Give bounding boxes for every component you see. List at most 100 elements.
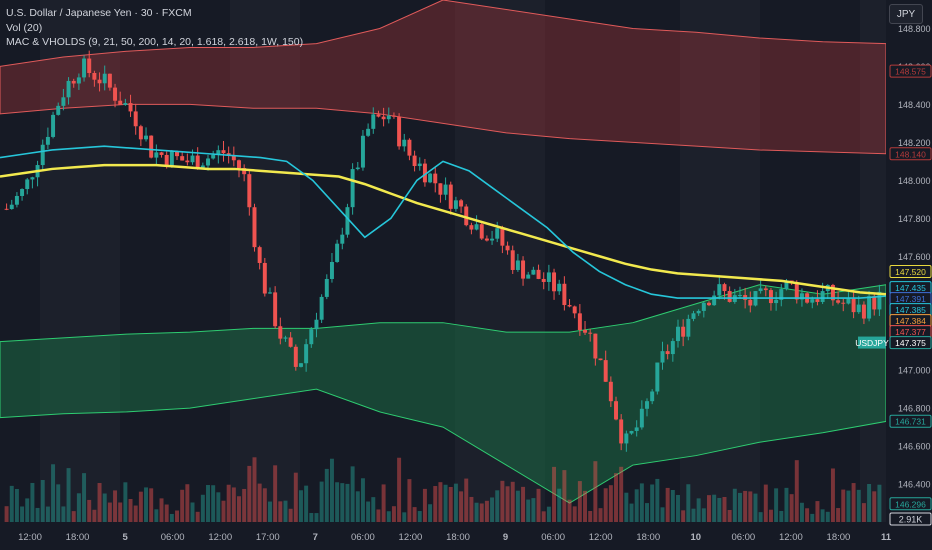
volume-bar-58 (304, 485, 309, 522)
price-tag-text-4: 147.391 (895, 294, 926, 304)
candle-body-161 (836, 300, 841, 303)
time-tick-9: 18:00 (446, 532, 470, 543)
candle-body-127 (660, 351, 665, 363)
candle-body-140 (727, 291, 732, 302)
candle-body-123 (639, 408, 644, 428)
candle-body-151 (784, 280, 789, 290)
volume-bar-14 (76, 493, 81, 522)
volume-bar-26 (138, 491, 143, 522)
volume-bar-106 (552, 466, 557, 522)
candle-body-37 (195, 155, 200, 170)
price-tag-4: 147.391 (889, 292, 932, 306)
volume-bar-77 (402, 512, 407, 522)
volume-bar-142 (737, 492, 742, 522)
candle-body-164 (851, 298, 856, 313)
volume-bar-163 (846, 490, 851, 522)
price-tick-9: 147.000 (898, 366, 931, 376)
volume-bar-2 (14, 488, 19, 522)
candle-body-38 (200, 165, 205, 170)
mac-indicator-label[interactable]: MAC & VHOLDS (9, 21, 50, 200, 14, 20, 1.… (6, 36, 304, 48)
volume-bar-61 (319, 481, 324, 522)
volume-bar-107 (557, 488, 562, 522)
volume-bar-118 (614, 473, 618, 522)
candle-body-18 (97, 79, 102, 84)
currency-button[interactable]: JPY (889, 4, 923, 24)
candle-body-118 (614, 401, 618, 420)
candle-body-11 (61, 97, 66, 106)
candle-body-156 (810, 299, 815, 303)
volume-bar-96 (500, 480, 505, 522)
volume-bar-79 (412, 507, 417, 522)
candle-body-88 (459, 200, 464, 207)
candle-body-160 (830, 284, 835, 301)
volume-bar-105 (546, 506, 551, 522)
volume-bar-57 (298, 490, 303, 522)
volume-bar-108 (562, 470, 567, 522)
volume-indicator-label[interactable]: Vol (20) (6, 21, 43, 34)
time-tick-6: 7 (313, 532, 318, 543)
candle-body-90 (469, 225, 474, 230)
volume-bar-9 (51, 464, 56, 522)
volume-bar-90 (469, 496, 474, 522)
candle-body-69 (360, 135, 365, 168)
volume-bar-80 (417, 511, 422, 522)
volume-bar-165 (856, 489, 861, 522)
candle-body-103 (536, 269, 541, 279)
volume-bar-20 (107, 502, 112, 522)
candle-body-50 (262, 262, 267, 294)
candle-body-99 (515, 260, 520, 270)
volume-bar-69 (360, 478, 365, 522)
price-tag-6: 147.384 (889, 314, 932, 328)
candle-body-64 (335, 243, 340, 262)
candle-body-12 (66, 80, 71, 98)
candle-body-56 (293, 346, 298, 367)
volume-bar-25 (133, 505, 138, 522)
volume-bar-146 (758, 512, 763, 522)
candle-body-9 (51, 114, 56, 137)
volume-bars (4, 457, 882, 522)
candle-body-94 (490, 238, 495, 241)
candle-body-100 (521, 260, 526, 279)
candle-body-89 (464, 206, 469, 226)
volume-bar-156 (810, 513, 815, 522)
volume-bar-149 (774, 488, 779, 522)
price-tag-bg-0 (889, 64, 932, 78)
candle-body-108 (562, 283, 567, 306)
candle-body-91 (474, 224, 479, 230)
candle-body-33 (175, 151, 179, 157)
candle-body-166 (861, 304, 866, 319)
price-tag-bg-10 (889, 497, 932, 511)
volume-bar-45 (237, 496, 241, 522)
time-tick-7: 06:00 (351, 532, 375, 543)
candle-body-139 (722, 284, 727, 292)
price-tag-bg-9 (889, 414, 932, 428)
time-tick-14: 10 (690, 532, 701, 543)
candle-body-8 (45, 136, 50, 145)
volume-bar-42 (221, 500, 226, 522)
price-tag-1: 148.140 (889, 147, 932, 161)
price-tag-10: 146.296 (889, 497, 932, 511)
time-tick-13: 18:00 (636, 532, 660, 543)
volume-bar-37 (195, 511, 200, 522)
volume-bar-4 (25, 498, 30, 522)
time-axis[interactable]: 12:00 18:00 5 06:00 12:00 17:00 7 06:00 12:00 18:… (0, 522, 932, 550)
price-tag-text-2: 147.520 (895, 267, 926, 277)
candle-body-36 (190, 155, 195, 163)
candle-body-86 (448, 184, 453, 209)
symbol-title[interactable]: U.S. Dollar / Japanese Yen · 30 · FXCM (6, 7, 192, 19)
volume-tag: 2.91K (889, 512, 932, 526)
volume-bar-157 (815, 501, 820, 522)
volume-bar-99 (515, 490, 520, 522)
volume-bar-95 (495, 490, 500, 522)
candle-body-146 (758, 288, 763, 292)
candle-body-49 (257, 247, 262, 263)
volume-bar-162 (841, 489, 846, 522)
volume-bar-82 (428, 504, 433, 522)
volume-bar-54 (283, 500, 288, 522)
volume-bar-125 (650, 484, 655, 522)
candle-body-35 (185, 160, 190, 163)
symbol-tag-bg-8 (858, 336, 886, 349)
volume-bar-103 (536, 488, 541, 522)
price-tag-bg-2 (889, 264, 932, 278)
